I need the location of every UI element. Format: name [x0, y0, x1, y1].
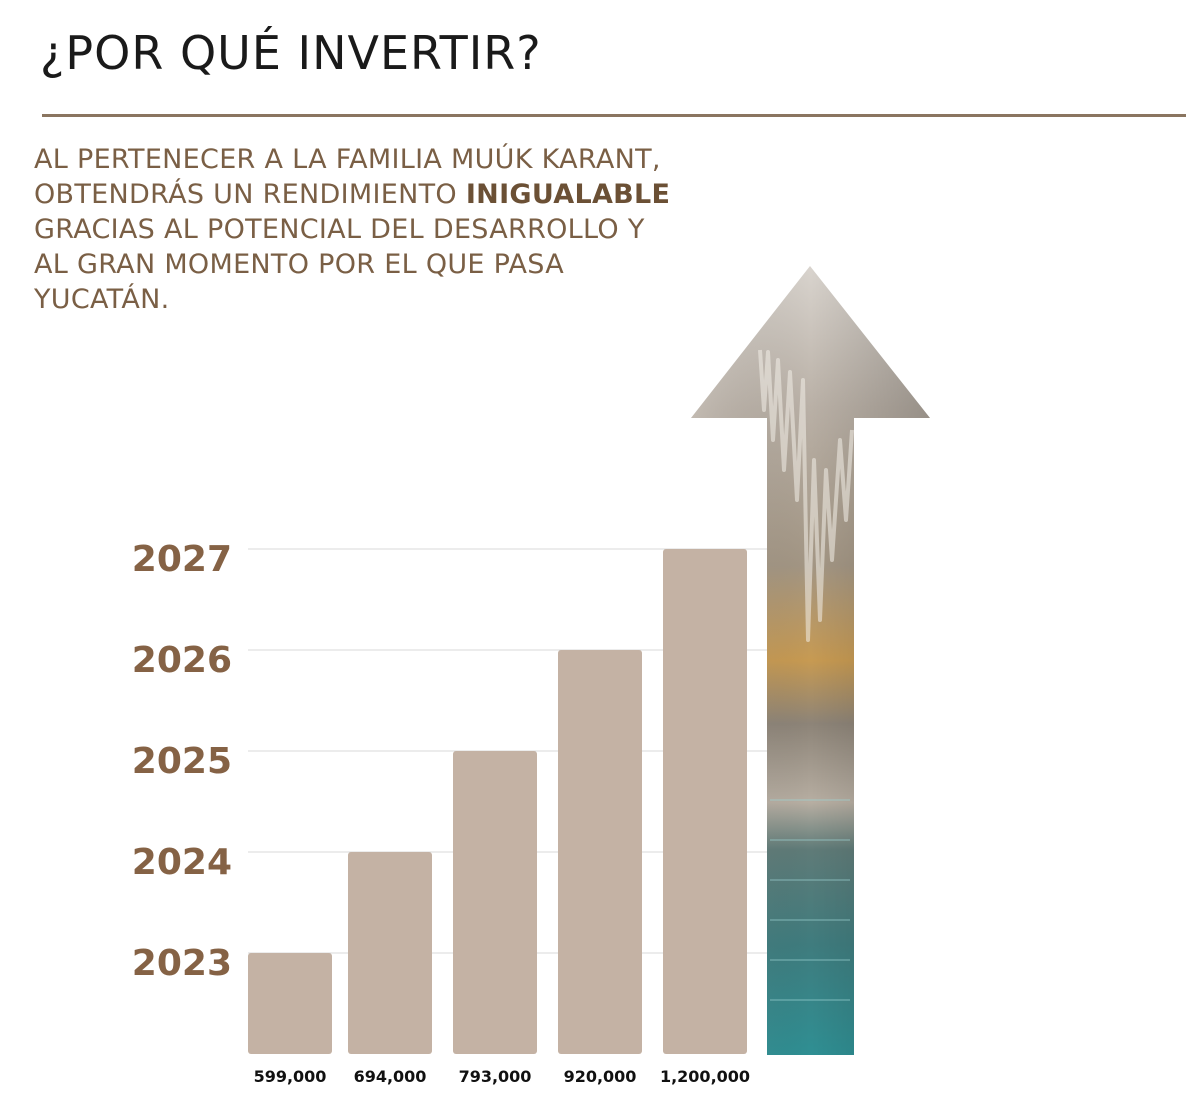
value-label: 920,000 — [564, 1067, 637, 1086]
bar-2026 — [558, 650, 642, 1054]
bar-2023 — [248, 953, 332, 1054]
year-tick-label: 2026 — [132, 640, 232, 681]
value-label: 599,000 — [254, 1067, 327, 1086]
intro-text-after: GRACIAS AL POTENCIAL DEL DESARROLLO Y AL… — [34, 214, 645, 315]
page-title: ¿POR QUÉ INVERTIR? — [40, 26, 542, 80]
growth-arrow-image — [691, 266, 930, 1055]
value-labels: 599,000 694,000 793,000 920,000 1,200,000 — [254, 1067, 750, 1086]
value-label: 694,000 — [354, 1067, 427, 1086]
bars — [248, 549, 747, 1054]
arrow-shading — [691, 266, 930, 1055]
bar-2024 — [348, 852, 432, 1054]
value-label: 793,000 — [459, 1067, 532, 1086]
year-tick-label: 2023 — [132, 943, 232, 984]
value-label: 1,200,000 — [660, 1067, 750, 1086]
intro-paragraph: AL PERTENECER A LA FAMILIA MUÚK KARANT, … — [34, 142, 674, 317]
stalactite-texture — [758, 349, 854, 642]
water-ripples — [770, 799, 850, 1001]
year-tick-label: 2024 — [132, 842, 232, 883]
year-axis-labels: 2023 2024 2025 2026 2027 — [132, 539, 232, 984]
intro-text-before: AL PERTENECER A LA FAMILIA MUÚK KARANT, … — [34, 144, 661, 210]
bar-2025 — [453, 751, 537, 1054]
year-tick-label: 2027 — [132, 539, 232, 580]
title-divider — [42, 114, 1186, 117]
bar-2027 — [663, 549, 747, 1054]
intro-highlight: INIGUALABLE — [465, 179, 671, 210]
year-tick-label: 2025 — [132, 741, 232, 782]
